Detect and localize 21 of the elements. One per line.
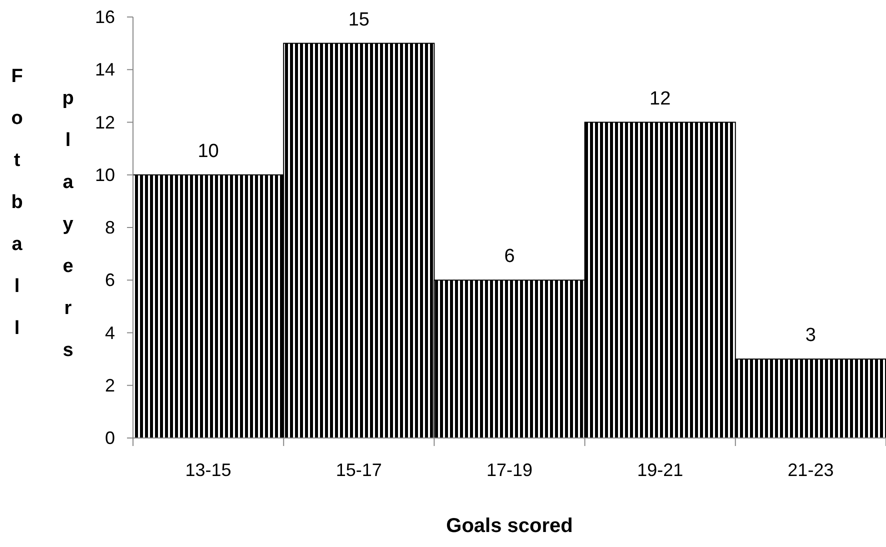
- y-tick-label: 2: [104, 375, 115, 396]
- y-tick-label: 14: [94, 60, 115, 80]
- x-tick-label: 19-21: [637, 460, 684, 480]
- x-tick-label: 13-15: [185, 460, 232, 480]
- x-tick-label: 21-23: [788, 460, 834, 480]
- y-tick-label: 6: [104, 270, 115, 290]
- data-label: 15: [348, 9, 370, 30]
- data-label: 3: [805, 325, 816, 346]
- text: Fotball players: [6, 66, 78, 382]
- y-tick-label: 16: [94, 7, 115, 27]
- x-tick-label: 15-17: [336, 460, 382, 480]
- x-tick-label: 17-19: [486, 460, 533, 480]
- y-tick-label: 0: [104, 428, 115, 448]
- y-tick-label: 8: [104, 218, 115, 238]
- data-label: 6: [504, 246, 515, 268]
- y-tick-label: 10: [94, 164, 115, 185]
- y-tick-label: 12: [94, 112, 115, 132]
- y-tick-label: 4: [104, 322, 115, 343]
- x-axis-title: Goals scored: [446, 515, 573, 537]
- data-label: 12: [650, 88, 671, 110]
- data-label: 10: [198, 140, 219, 162]
